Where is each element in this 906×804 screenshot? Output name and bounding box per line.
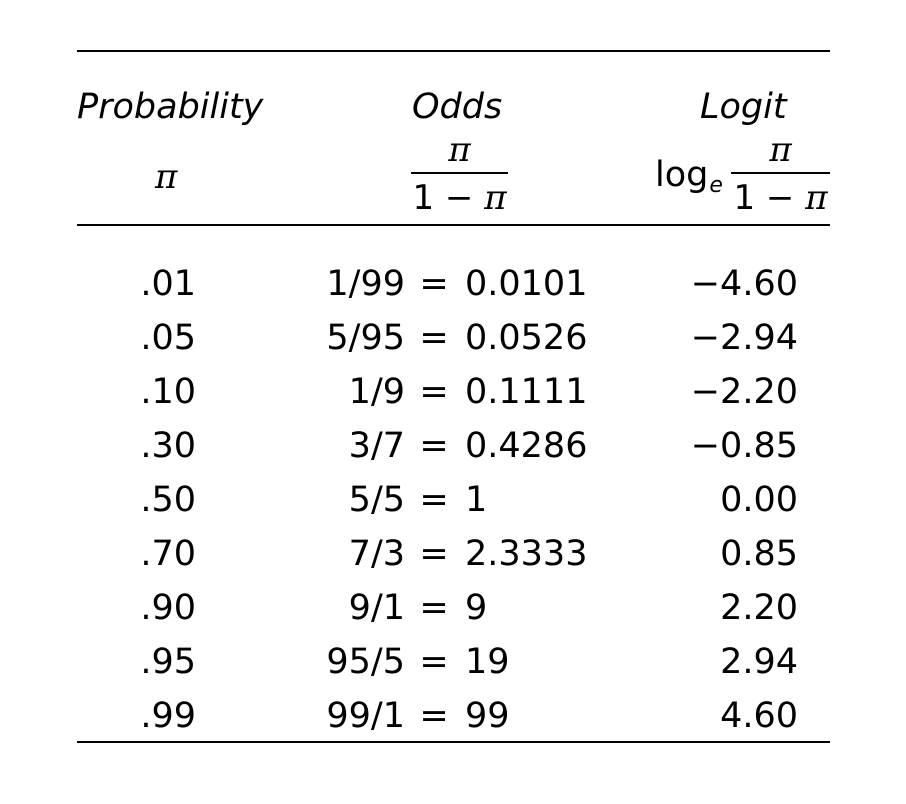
- odds-formula-denominator: 1 − π: [411, 174, 508, 218]
- odds-fraction-bar: [411, 172, 508, 174]
- logit-cell: −4.60: [690, 264, 798, 304]
- table-row: .05 5/95 = 0.0526 −2.94: [0, 316, 906, 370]
- equals-sign: =: [419, 264, 449, 304]
- logit-cell: −2.20: [690, 372, 798, 412]
- logit-formula-denominator: 1 − π: [731, 174, 830, 218]
- header-odds: Odds: [412, 87, 503, 127]
- odds-ratio-cell: 5/5: [348, 480, 405, 520]
- probability-cell: .70: [140, 534, 196, 574]
- probability-cell: .90: [140, 588, 196, 628]
- logit-log-label: loge: [655, 155, 723, 206]
- logit-log-text: log: [655, 155, 709, 195]
- logit-denominator-prefix: 1 −: [733, 178, 806, 218]
- odds-value-cell: 0.4286: [465, 426, 588, 466]
- table-row: .01 1/99 = 0.0101 −4.60: [0, 262, 906, 316]
- equals-sign: =: [419, 696, 449, 736]
- equals-sign: =: [419, 534, 449, 574]
- logit-log-base: e: [709, 173, 723, 198]
- logit-formula-numerator: π: [769, 130, 792, 170]
- logit-cell: 2.94: [720, 642, 798, 682]
- table-row: .50 5/5 = 1 0.00: [0, 478, 906, 532]
- odds-ratio-cell: 1/9: [348, 372, 405, 412]
- table-row: .90 9/1 = 9 2.20: [0, 586, 906, 640]
- table-row: .70 7/3 = 2.3333 0.85: [0, 532, 906, 586]
- header-logit: Logit: [700, 87, 787, 127]
- equals-sign: =: [419, 372, 449, 412]
- probability-cell: .10: [140, 372, 196, 412]
- header-probability-symbol: π: [155, 157, 178, 197]
- odds-value-cell: 0.0101: [465, 264, 588, 304]
- odds-value-cell: 0.1111: [465, 372, 588, 412]
- logit-cell: −0.85: [690, 426, 798, 466]
- odds-value-cell: 2.3333: [465, 534, 588, 574]
- odds-ratio-cell: 7/3: [348, 534, 405, 574]
- top-rule: [77, 50, 830, 52]
- equals-sign: =: [419, 642, 449, 682]
- odds-formula: π 1 − π: [411, 130, 508, 218]
- logit-cell: −2.94: [690, 318, 798, 358]
- probability-cell: .50: [140, 480, 196, 520]
- odds-denominator-symbol: π: [484, 178, 507, 218]
- probability-cell: .05: [140, 318, 196, 358]
- odds-ratio-cell: 3/7: [348, 426, 405, 466]
- equals-sign: =: [419, 318, 449, 358]
- probability-cell: .99: [140, 696, 196, 736]
- logit-formula: π 1 − π: [731, 130, 830, 218]
- header-probability: Probability: [77, 87, 264, 127]
- equals-sign: =: [419, 480, 449, 520]
- logit-fraction-bar: [731, 172, 830, 174]
- odds-value-cell: 99: [465, 696, 510, 736]
- odds-ratio-cell: 1/99: [326, 264, 405, 304]
- equals-sign: =: [419, 588, 449, 628]
- odds-ratio-cell: 9/1: [348, 588, 405, 628]
- table-row: .95 95/5 = 19 2.94: [0, 640, 906, 694]
- table-body: .01 1/99 = 0.0101 −4.60 .05 5/95 = 0.052…: [0, 262, 906, 748]
- odds-formula-numerator: π: [448, 130, 471, 170]
- table-row: .10 1/9 = 0.1111 −2.20: [0, 370, 906, 424]
- odds-value-cell: 1: [465, 480, 488, 520]
- probability-cell: .30: [140, 426, 196, 466]
- odds-value-cell: 0.0526: [465, 318, 588, 358]
- odds-value-cell: 19: [465, 642, 510, 682]
- table-row: .99 99/1 = 99 4.60: [0, 694, 906, 748]
- odds-ratio-cell: 5/95: [326, 318, 405, 358]
- odds-value-cell: 9: [465, 588, 488, 628]
- odds-ratio-cell: 95/5: [326, 642, 405, 682]
- odds-ratio-cell: 99/1: [326, 696, 405, 736]
- header-rule: [77, 224, 830, 226]
- logit-cell: 4.60: [720, 696, 798, 736]
- logit-denominator-symbol: π: [805, 178, 828, 218]
- logit-cell: 2.20: [720, 588, 798, 628]
- logit-cell: 0.85: [720, 534, 798, 574]
- probability-cell: .95: [140, 642, 196, 682]
- logit-cell: 0.00: [720, 480, 798, 520]
- bottom-rule: [77, 741, 830, 743]
- equals-sign: =: [419, 426, 449, 466]
- probability-cell: .01: [140, 264, 196, 304]
- odds-denominator-prefix: 1 −: [412, 178, 485, 218]
- table-row: .30 3/7 = 0.4286 −0.85: [0, 424, 906, 478]
